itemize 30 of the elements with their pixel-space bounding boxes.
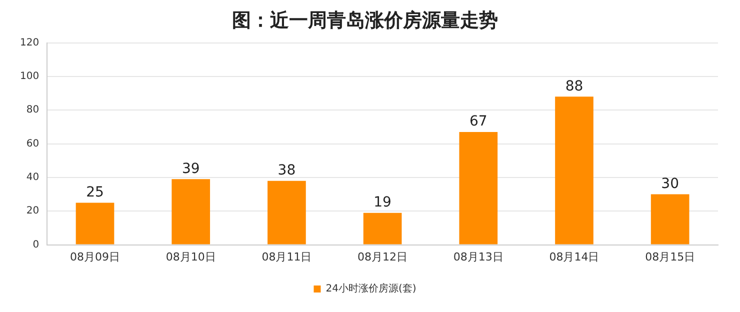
bar [363,212,402,244]
bar [172,179,210,244]
y-tick-label: 80 [26,104,40,116]
data-label: 88 [565,78,584,94]
data-label: 19 [374,194,392,210]
bar [459,132,498,244]
legend-label: 24小时涨价房源(套) [326,282,416,295]
x-tick-label: 08月15日 [645,250,696,264]
y-tick-label: 40 [26,172,40,184]
x-tick-label: 08月10日 [166,250,216,264]
data-label: 38 [278,162,296,178]
y-tick-label: 120 [20,37,40,48]
bar [555,96,594,244]
data-label: 25 [86,184,104,200]
y-tick-label: 60 [26,138,40,150]
bar [268,180,306,244]
bar [76,202,114,244]
y-tick-label: 20 [26,206,40,217]
x-tick-label: 08月09日 [70,250,120,264]
x-tick-label: 08月13日 [453,250,504,264]
x-tick-label: 08月12日 [358,250,408,264]
data-label: 39 [182,160,200,177]
bar [650,194,690,244]
y-tick-label: 100 [20,71,40,82]
chart-title: 图：近一周青岛涨价房源量走势 [232,9,498,32]
x-tick-label: 08月14日 [549,250,600,264]
y-tick-label: 0 [32,239,40,250]
x-tick-label: 08月11日 [262,250,312,264]
data-label: 30 [661,176,679,192]
data-label: 67 [469,114,488,130]
